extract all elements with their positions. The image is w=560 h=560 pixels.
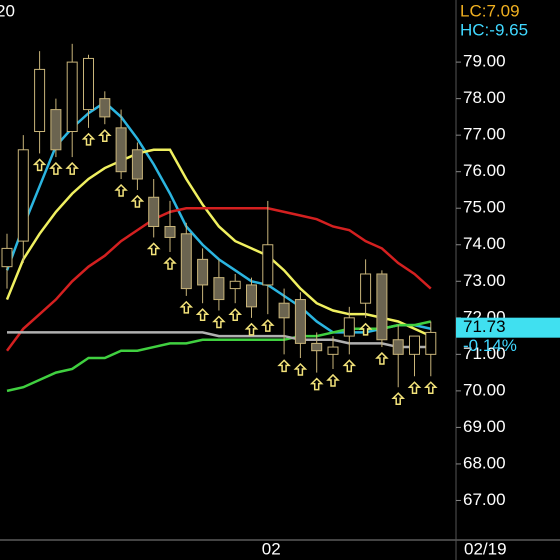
- y-tick-label: 70.00: [463, 380, 506, 399]
- candle-body: [197, 258, 209, 286]
- corner-label: 20: [0, 1, 15, 20]
- signal-arrow: [32, 158, 47, 172]
- candle-body: [131, 149, 143, 180]
- y-tick-label: 68.00: [463, 453, 506, 472]
- signal-arrow: [309, 377, 324, 391]
- last-price-box: [456, 317, 560, 338]
- signal-arrow: [114, 183, 128, 197]
- y-tick-label: 77.00: [463, 125, 506, 144]
- date-label: 02/19: [464, 539, 507, 558]
- y-tick-label: 69.00: [463, 417, 506, 436]
- candle-body: [360, 273, 372, 304]
- moving-average-line: [5, 148, 432, 338]
- signal-arrow: [65, 162, 80, 175]
- signal-arrow: [81, 132, 96, 146]
- candle-body: [83, 57, 94, 111]
- signal-arrow: [146, 242, 161, 256]
- signal-arrow: [375, 351, 389, 365]
- y-tick-label: 73.00: [463, 271, 506, 290]
- signal-arrow: [260, 319, 275, 332]
- signal-arrow: [326, 373, 340, 387]
- candle-body: [213, 277, 225, 301]
- lc-label: LC:7.09: [460, 1, 520, 20]
- y-tick-label: 76.00: [463, 161, 506, 180]
- y-tick-label: 74.00: [463, 234, 506, 253]
- signal-arrow: [293, 362, 308, 376]
- y-tick-label: 67.00: [463, 490, 506, 509]
- candle-body: [246, 284, 257, 308]
- candle-body: [50, 109, 62, 151]
- x-tick-label: 02: [262, 539, 281, 558]
- candle-body: [34, 68, 46, 133]
- candle-body: [148, 196, 160, 227]
- y-tick-label: 75.00: [463, 198, 506, 217]
- candle-body: [229, 280, 241, 290]
- signal-arrow: [179, 300, 194, 314]
- signal-arrow: [130, 194, 145, 208]
- signal-arrow: [163, 257, 177, 270]
- candle-body: [376, 273, 388, 341]
- candle-body: [262, 244, 274, 286]
- candle-body: [343, 317, 355, 337]
- moving-average-line: [7, 331, 431, 349]
- candle-body: [66, 61, 78, 133]
- candle-body: [99, 98, 111, 118]
- candle-body: [311, 342, 323, 352]
- signal-arrow: [277, 359, 291, 373]
- signal-arrow: [244, 322, 259, 336]
- signal-arrow: [228, 308, 243, 321]
- candle-body: [392, 339, 404, 355]
- y-tick-label: 79.00: [463, 52, 506, 71]
- signal-arrow: [212, 315, 226, 329]
- y-tick-label: 71.00: [463, 344, 506, 363]
- candle-body: [425, 331, 437, 355]
- candle-body: [180, 233, 192, 290]
- candle-body: [278, 302, 290, 319]
- signal-arrow: [342, 359, 357, 373]
- candle-body: [327, 346, 339, 355]
- candle-body: [164, 225, 176, 238]
- signal-arrow: [407, 381, 422, 395]
- candle-body: [409, 335, 420, 355]
- signal-arrow: [49, 162, 63, 175]
- change-label: -0.14%: [463, 336, 517, 355]
- candle-body: [115, 127, 127, 173]
- signal-arrow: [358, 322, 373, 336]
- candle-body: [17, 149, 29, 242]
- y-tick-label: 78.00: [463, 88, 506, 107]
- signal-arrow: [195, 308, 210, 321]
- hc-label: HC:-9.65: [460, 20, 528, 39]
- last-price-label: 71.73: [463, 317, 506, 336]
- signal-arrow: [97, 129, 112, 142]
- moving-average-line: [5, 206, 432, 352]
- signal-arrow: [391, 392, 406, 405]
- candle-body: [294, 299, 306, 344]
- candle-body: [1, 247, 13, 268]
- signal-arrow: [423, 381, 438, 395]
